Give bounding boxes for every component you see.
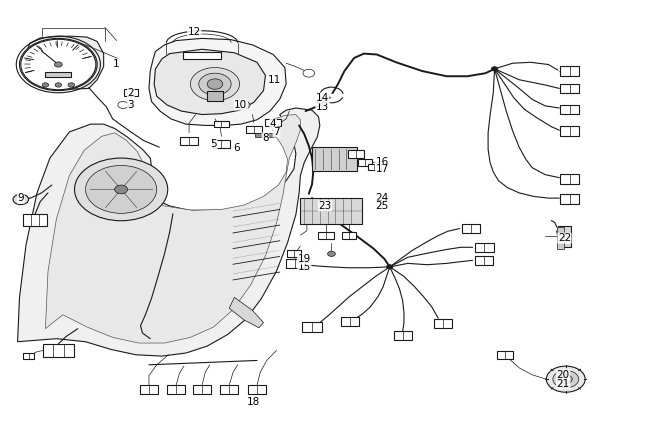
Circle shape: [86, 166, 157, 213]
Polygon shape: [229, 297, 263, 328]
Text: 14: 14: [316, 93, 329, 103]
Bar: [124, 89, 138, 96]
Circle shape: [552, 371, 578, 388]
Bar: [246, 126, 262, 133]
Bar: [180, 137, 198, 145]
Bar: [474, 243, 494, 252]
Bar: [394, 331, 411, 340]
Bar: [312, 147, 358, 171]
Bar: [475, 256, 493, 265]
Bar: [434, 319, 452, 328]
Polygon shape: [18, 108, 320, 356]
Text: 19: 19: [298, 254, 311, 264]
Bar: [287, 251, 301, 257]
Circle shape: [328, 251, 335, 256]
Circle shape: [114, 185, 127, 194]
Circle shape: [199, 73, 231, 95]
Bar: [560, 84, 579, 93]
Text: 23: 23: [318, 201, 332, 211]
Circle shape: [118, 102, 128, 109]
Text: 15: 15: [298, 262, 311, 272]
Circle shape: [387, 265, 393, 269]
Bar: [560, 66, 579, 76]
Text: 5: 5: [211, 139, 217, 149]
Text: 1: 1: [113, 60, 120, 70]
Text: 6: 6: [233, 144, 240, 153]
Bar: [558, 226, 571, 247]
Bar: [220, 385, 239, 394]
Bar: [207, 91, 223, 101]
Bar: [300, 198, 362, 224]
Bar: [318, 232, 334, 239]
Text: 2: 2: [127, 88, 134, 98]
Bar: [560, 174, 579, 184]
Circle shape: [21, 39, 96, 90]
Bar: [214, 121, 229, 127]
Text: 22: 22: [558, 233, 571, 243]
Circle shape: [42, 83, 49, 87]
Bar: [560, 105, 579, 114]
Text: 21: 21: [556, 378, 570, 389]
Text: 20: 20: [556, 370, 570, 380]
Bar: [248, 385, 266, 394]
Circle shape: [239, 101, 250, 109]
Circle shape: [55, 62, 62, 67]
Bar: [302, 322, 322, 332]
Circle shape: [68, 83, 75, 87]
Bar: [167, 385, 185, 394]
Text: 8: 8: [262, 133, 268, 143]
Circle shape: [190, 67, 240, 101]
Circle shape: [20, 39, 98, 91]
Bar: [342, 232, 356, 239]
Bar: [285, 258, 305, 268]
Text: 13: 13: [316, 102, 329, 112]
Text: 7: 7: [273, 127, 280, 137]
Circle shape: [207, 79, 223, 89]
Bar: [213, 140, 230, 148]
Bar: [43, 344, 74, 357]
Circle shape: [75, 158, 168, 221]
Bar: [348, 150, 364, 158]
Bar: [556, 227, 564, 249]
Bar: [560, 126, 579, 136]
Circle shape: [547, 366, 585, 392]
Bar: [255, 133, 274, 137]
Text: 10: 10: [234, 100, 248, 110]
Text: 16: 16: [375, 156, 389, 166]
Text: 17: 17: [375, 164, 389, 174]
Circle shape: [303, 69, 315, 77]
Bar: [368, 164, 381, 170]
Bar: [560, 194, 579, 204]
Bar: [140, 385, 158, 394]
Bar: [46, 72, 72, 77]
Circle shape: [491, 67, 498, 71]
Text: 3: 3: [127, 100, 134, 110]
Bar: [183, 52, 222, 59]
Text: 24: 24: [375, 193, 389, 203]
Polygon shape: [154, 49, 265, 115]
Bar: [23, 353, 34, 359]
Bar: [193, 385, 211, 394]
Polygon shape: [26, 36, 103, 89]
Text: 11: 11: [268, 75, 281, 85]
Bar: [341, 317, 359, 325]
Bar: [265, 119, 281, 126]
Polygon shape: [46, 115, 300, 343]
Text: 18: 18: [247, 397, 261, 407]
Bar: [358, 159, 372, 166]
Circle shape: [559, 375, 572, 384]
Text: 12: 12: [188, 27, 201, 37]
Circle shape: [55, 83, 62, 87]
Text: 4: 4: [270, 119, 276, 129]
Bar: [23, 214, 47, 226]
Bar: [462, 224, 480, 233]
Text: 25: 25: [375, 201, 389, 211]
Text: 9: 9: [18, 193, 24, 203]
Circle shape: [13, 194, 29, 205]
Polygon shape: [149, 39, 286, 125]
Bar: [497, 351, 513, 359]
